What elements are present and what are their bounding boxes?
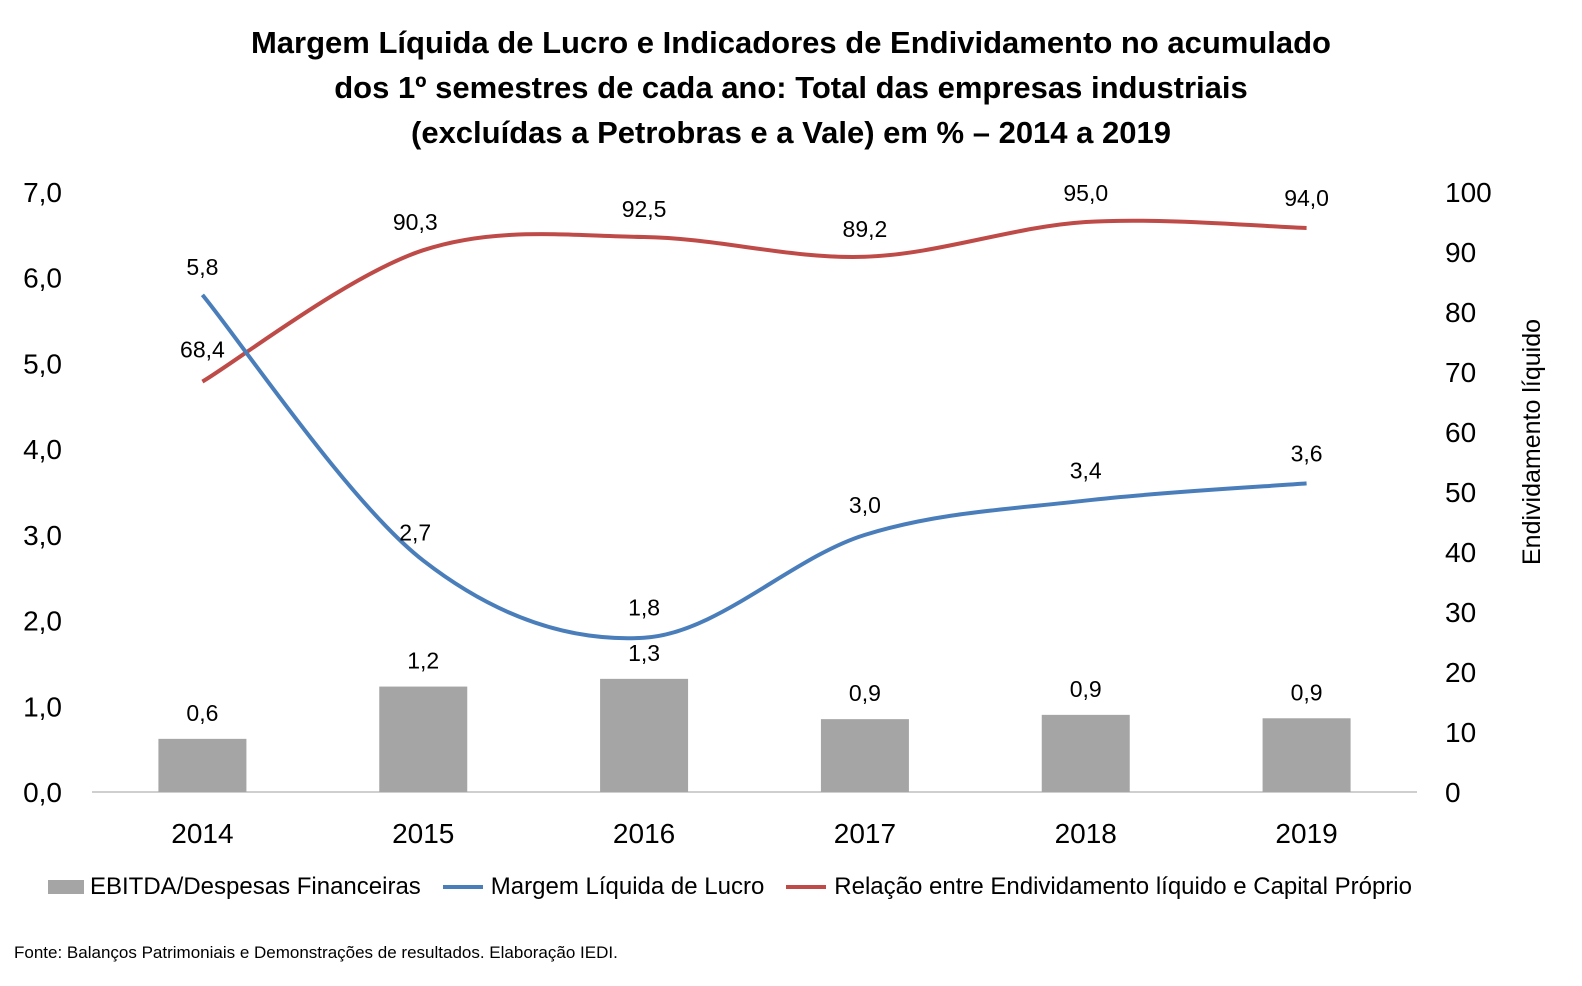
legend-swatch-margem [442, 885, 483, 889]
right-axis-tick-label: 50 [1445, 477, 1476, 508]
line-relacao-value-label: 90,3 [393, 209, 438, 235]
legend-label-relacao: Relação entre Endividamento líquido e Ca… [834, 873, 1412, 900]
right-axis-tick-label: 70 [1445, 357, 1476, 388]
left-axis-tick-label: 5,0 [23, 348, 62, 379]
bar-ebitda [158, 738, 247, 792]
chart-title-line-1: Margem Líquida de Lucro e Indicadores de… [250, 25, 1331, 60]
right-axis-label: Endividamento líquido [1518, 319, 1546, 565]
right-axis-tick-label: 80 [1445, 297, 1476, 328]
line-margem-value-label: 3,0 [849, 492, 881, 518]
line-relacao-value-label: 92,5 [622, 196, 667, 222]
left-axis-tick-label: 4,0 [23, 434, 62, 465]
line-margem-value-label: 2,7 [399, 520, 431, 546]
line-margem-value-label: 3,6 [1291, 440, 1323, 466]
legend-item-relacao: Relação entre Endividamento líquido e Ca… [786, 873, 1412, 901]
bar-value-label: 1,3 [628, 640, 660, 666]
chart-title: Margem Líquida de Lucro e Indicadores de… [0, 20, 1582, 155]
bar-value-label: 1,2 [407, 648, 439, 674]
legend-label-ebitda: EBITDA/Despesas Financeiras [90, 873, 421, 900]
chart-plot: 0,0 1,0 2,0 3,0 4,0 5,0 6,0 7,0 0 10 20 30 40 50 60 70 8… [23, 177, 1546, 849]
right-axis-tick-label: 30 [1445, 597, 1476, 628]
right-axis-tick-label: 0 [1445, 777, 1461, 808]
left-axis-tick-label: 3,0 [23, 520, 62, 551]
legend-swatch-ebitda [48, 880, 84, 894]
line-relacao-value-label: 94,0 [1284, 185, 1329, 211]
bar-value-label: 0,9 [1291, 679, 1323, 705]
line-relacao-value-label: 68,4 [180, 337, 225, 363]
left-axis-tick-label: 0,0 [23, 777, 62, 808]
chart-legend: EBITDA/Despesas Financeiras Margem Líqui… [48, 872, 1434, 902]
legend-item-ebitda: EBITDA/Despesas Financeiras [48, 873, 421, 901]
x-axis-tick-label: 2016 [613, 818, 675, 849]
x-axis-tick-label: 2014 [171, 818, 233, 849]
right-axis-tick-label: 90 [1445, 237, 1476, 268]
bar-value-label: 0,9 [1070, 676, 1102, 702]
legend-label-margem: Margem Líquida de Lucro [490, 873, 765, 900]
chart-title-line-2: dos 1º semestres de cada ano: Total das … [334, 70, 1248, 105]
line-margem-value-label: 1,8 [628, 595, 660, 621]
bar-value-label: 0,9 [849, 680, 881, 706]
chart-title-line-3: (excluídas a Petrobras e a Vale) em % – … [411, 115, 1171, 150]
line-relacao-value-label: 89,2 [843, 216, 888, 242]
left-axis-tick-label: 2,0 [23, 606, 62, 637]
bar-ebitda [600, 678, 689, 792]
bar-ebitda [379, 686, 468, 792]
line-margem-value-label: 5,8 [186, 254, 218, 280]
right-axis-tick-label: 60 [1445, 417, 1476, 448]
right-axis-tick-label: 10 [1445, 717, 1476, 748]
right-axis-tick-label: 100 [1445, 177, 1492, 208]
line-margem [200, 293, 1307, 641]
right-axis-tick-label: 20 [1445, 657, 1476, 688]
legend-item-margem: Margem Líquida de Lucro [442, 873, 765, 901]
bar-value-label: 0,6 [186, 700, 218, 726]
bar-ebitda [1041, 714, 1130, 792]
right-axis-tick-label: 40 [1445, 537, 1476, 568]
x-axis-tick-label: 2017 [834, 818, 896, 849]
left-axis-tick-label: 1,0 [23, 691, 62, 722]
line-relacao [201, 218, 1307, 384]
x-axis-tick-label: 2019 [1275, 818, 1337, 849]
source-note: Fonte: Balanços Patrimoniais e Demonstra… [14, 943, 618, 962]
legend-swatch-relacao [786, 885, 827, 889]
line-margem-value-label: 3,4 [1070, 458, 1102, 484]
left-axis-tick-label: 6,0 [23, 263, 62, 294]
line-relacao-value-label: 95,0 [1063, 180, 1108, 206]
x-axis-tick-label: 2018 [1055, 818, 1117, 849]
x-axis-tick-label: 2015 [392, 818, 454, 849]
bar-ebitda [820, 719, 909, 792]
left-axis-tick-label: 7,0 [23, 177, 62, 208]
bar-ebitda [1262, 718, 1351, 792]
